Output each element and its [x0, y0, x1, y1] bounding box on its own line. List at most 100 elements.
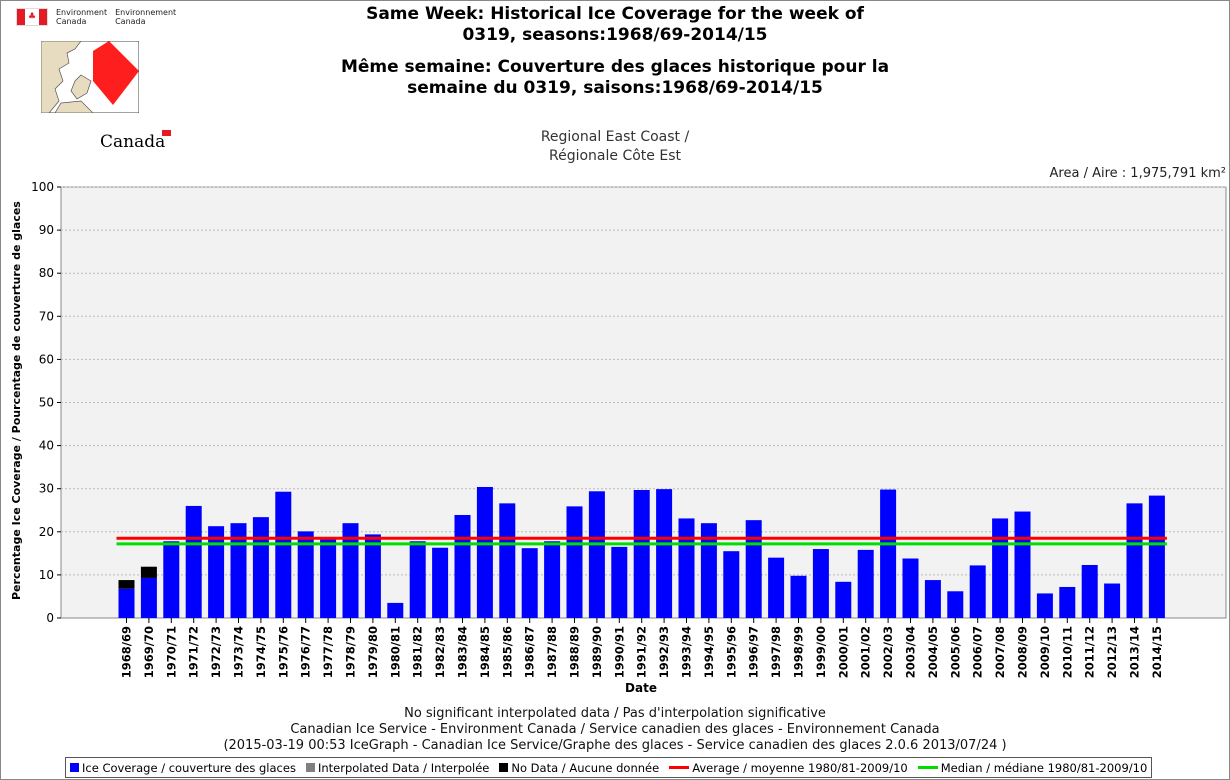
bar-ice: [1014, 511, 1031, 618]
bar-ice: [700, 523, 717, 618]
canada-wordmark: Canada: [100, 130, 172, 152]
y-tick-label: 10: [39, 568, 54, 582]
legend-average: Average / moyenne 1980/81-2009/10: [669, 761, 908, 775]
x-tick-label: 1974/75: [254, 626, 268, 678]
footer-interpolation-note: No significant interpolated data / Pas d…: [404, 706, 826, 721]
x-tick-label: 1976/77: [299, 626, 313, 678]
x-tick-label: 2009/10: [1038, 626, 1052, 678]
x-tick-label: 2008/09: [1016, 626, 1030, 678]
bar-ice: [1081, 564, 1098, 618]
y-tick-label: 100: [31, 180, 54, 194]
bar-ice: [118, 588, 135, 618]
bar-ice: [432, 547, 449, 618]
y-tick-label: 20: [39, 525, 54, 539]
bar-ice: [835, 581, 852, 618]
x-tick-label: 2001/02: [859, 626, 873, 678]
x-tick-label: 1972/73: [209, 626, 223, 678]
bar-ice: [521, 548, 538, 618]
x-tick-label: 1982/83: [433, 626, 447, 678]
x-tick-label: 1997/98: [769, 626, 783, 678]
x-tick-label: 2003/04: [904, 626, 918, 678]
environment-canada-signature: ♣ Environment Canada Environnement Canada: [16, 8, 176, 26]
x-tick-label: 1975/76: [276, 626, 290, 678]
bar-ice: [857, 549, 874, 618]
bar-nodata: [140, 566, 157, 578]
bar-ice: [924, 580, 941, 618]
bar-ice: [566, 506, 583, 618]
chart-legend: Ice Coverage / couverture des glaces Int…: [65, 757, 1153, 778]
bar-nodata: [118, 580, 135, 589]
bar-ice: [454, 514, 471, 618]
x-tick-label: 1999/00: [814, 626, 828, 678]
bar-ice: [812, 549, 829, 618]
region-subtitle: Regional East Coast / Régionale Côte Est: [540, 129, 690, 164]
bar-ice: [969, 565, 986, 618]
x-tick-label: 2007/08: [993, 626, 1007, 678]
x-tick-label: 1995/96: [724, 626, 738, 678]
x-tick-label: 1994/95: [702, 626, 716, 678]
y-tick-label: 70: [39, 309, 54, 323]
x-axis-label: Date: [625, 681, 657, 695]
x-tick-label: 1992/93: [657, 626, 671, 678]
footer-generator: (2015-03-19 00:53 IceGraph - Canadian Ic…: [223, 738, 1007, 753]
bar-ice: [163, 541, 180, 618]
bar-ice: [185, 505, 202, 618]
bar-ice: [723, 551, 740, 618]
x-tick-label: 1980/81: [388, 626, 402, 678]
bar-ice: [1036, 593, 1053, 618]
x-tick-label: 1981/82: [411, 626, 425, 678]
legend-median-swatch: [917, 766, 938, 769]
bar-ice: [409, 541, 426, 618]
x-tick-label: 2010/11: [1060, 626, 1074, 678]
x-tick-label: 1988/89: [568, 626, 582, 678]
x-tick-label: 1989/90: [590, 626, 604, 678]
legend-average-swatch: [669, 766, 690, 769]
bar-ice: [476, 486, 493, 618]
x-tick-label: 1990/91: [612, 626, 626, 678]
bar-ice: [252, 517, 269, 618]
bar-ice: [387, 602, 404, 618]
x-tick-label: 1983/84: [456, 626, 470, 678]
bar-ice: [1126, 503, 1143, 618]
bar-ice: [992, 518, 1009, 618]
bar-ice: [678, 518, 695, 618]
bar-ice: [275, 491, 292, 618]
bar-ice: [902, 558, 919, 618]
bar-ice: [364, 534, 381, 618]
dept-name-en: Environment Canada: [56, 8, 108, 26]
y-tick-label: 50: [39, 396, 54, 410]
bar-chart: 0 10 20 30 40 50 60 70 80 90 100 1968/69 1969/70 1970…: [31, 180, 1227, 695]
legend-interpolated-swatch: [305, 763, 315, 772]
x-tick-label: 1993/94: [680, 626, 694, 678]
x-tick-label: 2013/14: [1128, 626, 1142, 678]
x-tick-label: 2000/01: [836, 626, 850, 678]
bar-ice: [320, 538, 337, 618]
footer: No significant interpolated data / Pas d…: [0, 706, 1230, 754]
x-tick-label: 1978/79: [344, 626, 358, 678]
bar-ice: [588, 491, 605, 618]
legend-ice-swatch: [70, 763, 79, 772]
x-tick-label: 1973/74: [232, 626, 246, 678]
x-tick-label: 2006/07: [971, 626, 985, 678]
legend-median: Median / médiane 1980/81-2009/10: [917, 761, 1147, 775]
x-tick-label: 1985/86: [500, 626, 514, 678]
y-tick-label: 30: [39, 482, 54, 496]
bar-ice: [208, 526, 225, 618]
bar-ice: [947, 591, 964, 618]
x-tick-label: 1968/69: [120, 626, 134, 678]
bar-ice: [499, 503, 516, 618]
x-tick-label: 1987/88: [545, 626, 559, 678]
legend-interpolated: Interpolated Data / Interpolée: [305, 761, 489, 775]
y-tick-label: 80: [39, 266, 54, 280]
bar-ice: [633, 489, 650, 618]
legend-nodata-swatch: [499, 763, 509, 772]
y-tick-label: 0: [46, 611, 54, 625]
bar-ice: [745, 520, 762, 618]
bar-ice: [880, 489, 897, 618]
x-tick-label: 1986/87: [523, 626, 537, 678]
x-tick-label: 2004/05: [926, 626, 940, 678]
area-label: Area / Aire : 1,975,791 km²: [1049, 166, 1226, 181]
bar-ice: [768, 557, 785, 618]
canada-flag-icon: ♣: [16, 8, 48, 26]
footer-credit: Canadian Ice Service - Environment Canad…: [290, 722, 940, 737]
